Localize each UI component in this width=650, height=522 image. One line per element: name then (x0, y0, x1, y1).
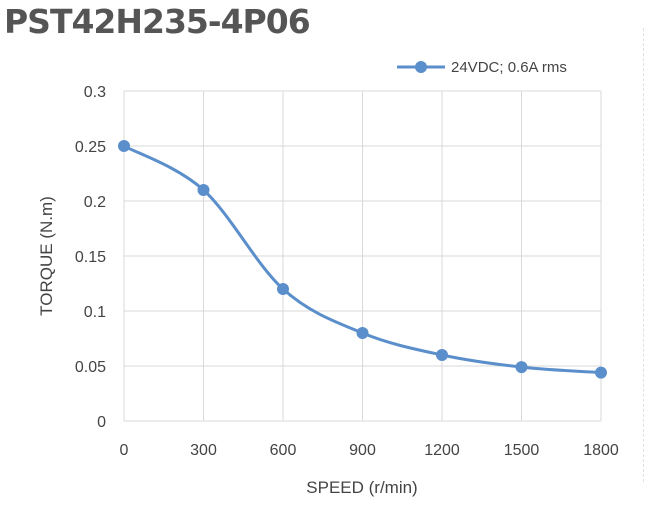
data-point (436, 349, 448, 361)
x-tick-label: 1500 (504, 442, 540, 459)
y-tick-label: 0 (97, 414, 106, 431)
series-layer (118, 140, 607, 379)
x-axis-label: SPEED (r/min) (306, 478, 417, 497)
legend-marker (415, 61, 427, 73)
data-point (118, 140, 130, 152)
legend: 24VDC; 0.6A rms (397, 59, 567, 76)
y-tick-label: 0.3 (84, 84, 106, 101)
chart-title: PST42H235-4P06 (4, 2, 311, 41)
page-edge-divider (643, 28, 644, 482)
y-tick-label: 0.25 (75, 139, 106, 156)
x-tick-label: 1200 (424, 442, 460, 459)
x-tick-label: 0 (120, 442, 129, 459)
data-point (515, 361, 528, 374)
tick-labels: 0 0.05 0.1 0.15 0.2 0.25 0.3 0 300 600 900 1200 1500… (75, 84, 619, 459)
y-tick-label: 0.2 (84, 194, 106, 211)
y-tick-label: 0.1 (84, 304, 106, 321)
x-tick-label: 300 (190, 442, 217, 459)
x-tick-label: 1800 (583, 442, 619, 459)
y-tick-label: 0.05 (75, 359, 106, 376)
grid (123, 90, 602, 422)
y-tick-label: 0.15 (75, 249, 106, 266)
data-point (595, 366, 607, 379)
x-tick-label: 900 (349, 442, 376, 459)
x-tick-label: 600 (270, 442, 297, 459)
data-point (277, 283, 289, 295)
data-point (356, 327, 369, 339)
legend-label: 24VDC; 0.6A rms (451, 59, 567, 76)
data-point (197, 184, 210, 196)
y-axis-label: TORQUE (N.m) (37, 196, 56, 316)
